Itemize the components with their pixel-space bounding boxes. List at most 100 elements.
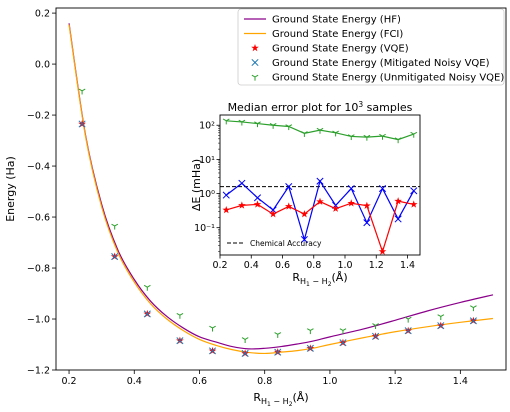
mitigated-vqe-point — [241, 349, 249, 357]
inset-y-axis-label: ΔE (mHa) — [190, 159, 203, 211]
unmitigated-vqe-point — [437, 314, 445, 321]
unmitigated-vqe-point — [143, 284, 151, 291]
unmitigated-vqe-point — [470, 305, 477, 312]
inset-y-tick-label: 10⁰ — [199, 189, 215, 200]
main-legend-entry: Ground State Energy (VQE) — [251, 44, 409, 55]
main-x-tick-label: 0.4 — [127, 376, 142, 387]
inset-unmitigated-point — [394, 137, 402, 144]
inset-plot-frame — [219, 114, 421, 256]
inset-unmitigated-point — [316, 127, 324, 134]
inset-y-tick-label: 10¹ — [199, 155, 215, 166]
inset-x-tick-label: 0.8 — [306, 260, 321, 271]
inset-vqe-point — [394, 197, 402, 205]
inset-mitigated-point — [378, 184, 387, 193]
main-legend-label: Ground State Energy (FCI) — [272, 29, 403, 40]
inset-mitigated-point — [316, 177, 324, 185]
unmitigated-vqe-point — [404, 316, 412, 323]
inset-x-tick-label: 1.2 — [369, 260, 384, 271]
unmitigated-vqe-point — [78, 88, 86, 95]
inset-x-tick-label: 0.2 — [212, 260, 227, 271]
inset-vqe-point — [253, 200, 262, 208]
inset-vqe-point — [316, 197, 324, 205]
inset-vqe-point — [284, 202, 293, 210]
inset-mitigated-point — [285, 183, 293, 191]
inset-unmitigated-point — [238, 119, 246, 126]
inset-unmitigated-point — [222, 118, 230, 125]
mitigated-vqe-point — [306, 344, 314, 352]
unmitigated-vqe-point — [209, 325, 216, 332]
inset-mitigated-point — [410, 187, 418, 195]
main-legend-swatch — [251, 44, 259, 52]
mitigated-vqe-point — [339, 339, 347, 347]
mitigated-vqe-point — [208, 347, 217, 355]
main-x-axis-label: RH1 − H2(Å) — [253, 391, 308, 408]
inset-unmitigated-point — [410, 131, 418, 138]
inset-vqe-point — [378, 247, 387, 255]
main-legend-entry: Ground State Energy (Unmitigated Noisy V… — [251, 73, 504, 84]
mitigated-vqe-point — [143, 310, 151, 318]
main-x-tick-label: 1.4 — [453, 376, 468, 387]
main-plot-frame — [55, 7, 507, 371]
inset-mitigated-point — [253, 194, 262, 202]
inset-unmitigated-point — [332, 130, 340, 137]
inset-y-tick-label: 10⁻¹ — [194, 223, 215, 234]
mitigated-vqe-point — [404, 327, 412, 335]
main-x-tick-label: 1.2 — [388, 376, 403, 387]
main-legend: Ground State Energy (HF) Ground State Ene… — [237, 8, 505, 86]
mitigated-vqe-point — [274, 348, 282, 356]
main-y-tick-label: −0.4 — [27, 162, 50, 173]
inset-legend: Chemical Accuracy — [227, 239, 322, 248]
mitigated-vqe-point — [176, 337, 184, 345]
unmitigated-vqe-point — [111, 223, 119, 230]
unmitigated-vqe-point — [274, 332, 282, 338]
main-legend-entry: Ground State Energy (Mitigated Noisy VQE… — [251, 58, 490, 69]
main-y-tick-label: 0.0 — [35, 60, 50, 71]
unmitigated-vqe-point — [372, 323, 379, 329]
inset-x-tick-label: 1.0 — [337, 260, 352, 271]
main-legend-box — [237, 8, 505, 86]
inset-mitigated-point — [238, 179, 246, 187]
inset-axis-ticks: 0.2 0.4 0.6 0.8 1.0 1.2 1.4 10² 10¹ 10⁰ 10⁻¹ — [194, 121, 415, 271]
main-y-tick-label: 0.2 — [35, 9, 50, 20]
inset-vqe-point — [222, 205, 231, 214]
inset-x-tick-label: 1.4 — [400, 260, 415, 271]
mitigated-vqe-point — [372, 332, 380, 340]
main-y-tick-label: −0.8 — [27, 264, 50, 275]
inset-vqe-point — [331, 204, 340, 212]
main-x-tick-label: 0.8 — [257, 376, 272, 387]
inset-unmitigated-point — [254, 121, 261, 128]
inset-chart: Median error plot for 103 samples 0.2 0.4… — [190, 100, 421, 288]
inset-mitigated-point — [363, 219, 371, 227]
inset-x-tick-label: 0.4 — [244, 260, 259, 271]
inset-vqe-point — [363, 201, 371, 209]
main-legend-label: Ground State Energy (Mitigated Noisy VQE… — [272, 58, 490, 69]
inset-mitigated-point — [394, 215, 402, 223]
mitigated-vqe-point — [437, 322, 445, 330]
inset-unmitigated-point — [363, 134, 371, 141]
main-legend-label: Ground State Energy (HF) — [272, 15, 401, 26]
inset-unmitigated-point — [379, 133, 386, 140]
inset-x-tick-label: 0.6 — [275, 260, 290, 271]
inset-mitigated-point — [222, 191, 230, 199]
main-y-tick-label: −0.2 — [27, 111, 50, 122]
main-legend-label: Ground State Energy (VQE) — [272, 44, 409, 55]
main-x-tick-label: 0.6 — [192, 376, 207, 387]
inset-unmitigated-point — [347, 134, 355, 141]
unmitigated-vqe-point — [241, 337, 249, 344]
inset-mitigated-point — [300, 235, 308, 244]
main-y-tick-label: −1.2 — [27, 366, 50, 377]
inset-vqe-point — [300, 210, 309, 218]
unmitigated-vqe-point — [176, 312, 184, 319]
inset-unmitigated-point — [300, 131, 308, 137]
mitigated-vqe-point — [111, 253, 119, 261]
inset-title: Median error plot for 103 samples — [228, 100, 413, 114]
main-y-tick-label: −0.6 — [27, 213, 50, 224]
main-x-tick-label: 0.2 — [61, 376, 76, 387]
chemical-accuracy-legend-label: Chemical Accuracy — [250, 239, 322, 248]
main-y-axis-label: Energy (Ha) — [4, 156, 17, 222]
main-y-tick-label: −1.0 — [27, 315, 50, 326]
inset-vqe-point — [409, 200, 418, 208]
inset-x-axis-label: RH1 − H2(Å) — [292, 271, 347, 288]
unmitigated-vqe-point — [339, 328, 347, 335]
main-series-group — [68, 23, 494, 357]
